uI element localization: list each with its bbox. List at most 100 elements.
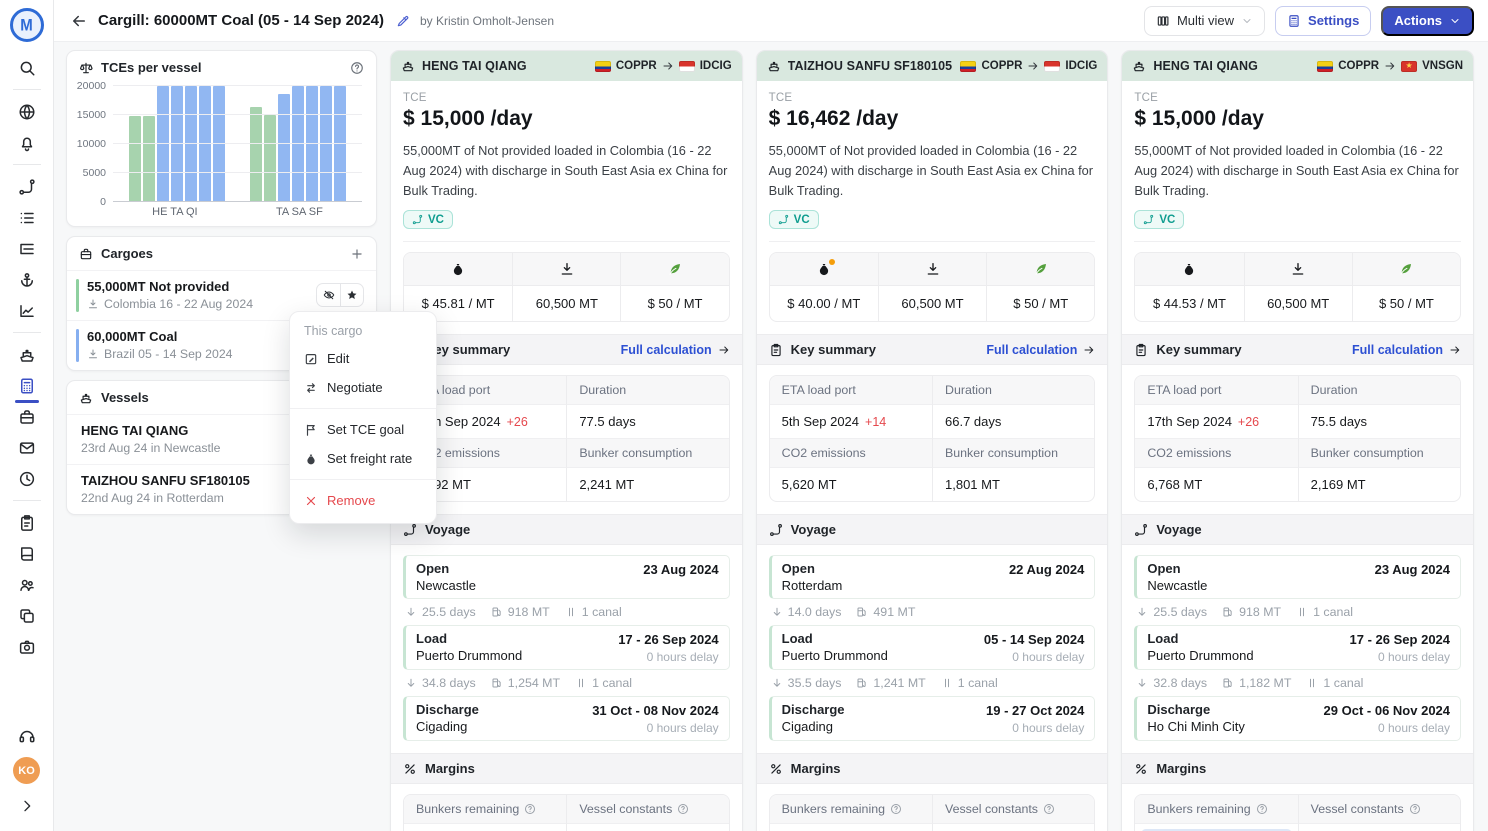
load-icon xyxy=(87,348,99,360)
help-icon[interactable] xyxy=(524,803,536,815)
freight-rate-icon xyxy=(450,261,466,277)
actions-button[interactable]: Actions xyxy=(1381,5,1474,36)
vessel-constants-label: Vessel constants xyxy=(932,795,1095,825)
bunkers-remaining-input[interactable]: 500 MT xyxy=(1135,824,1297,831)
vessel-name: HENG TAI QIANG xyxy=(1153,59,1258,73)
sidebar-item-globe[interactable] xyxy=(8,96,46,127)
expand-sidebar-button[interactable] xyxy=(8,790,46,821)
tce-chart-bars xyxy=(113,86,362,202)
eta-label: ETA load port xyxy=(769,376,932,406)
back-button[interactable] xyxy=(70,12,88,30)
voyage-list: Open Newcastle 23 Aug 2024 25.5 days 918 … xyxy=(391,545,742,753)
full-calculation-link[interactable]: Full calculation xyxy=(621,343,730,357)
stats-table: $ 45.81 / MT 60,500 MT $ 50 / MT xyxy=(403,252,730,323)
help-icon[interactable] xyxy=(1043,803,1055,815)
duration-label: Duration xyxy=(932,376,1095,406)
full-calculation-link[interactable]: Full calculation xyxy=(986,343,1095,357)
vessel-constants-input[interactable]: 500 MT xyxy=(1297,824,1460,831)
cargo-accent xyxy=(76,329,79,362)
sidebar-item-history[interactable] xyxy=(8,463,46,494)
support-button[interactable] xyxy=(8,720,46,751)
hide-cargo-button[interactable] xyxy=(317,284,340,306)
voyage-stop: Open Rotterdam 22 Aug 2024 xyxy=(768,555,1096,600)
voyage-stop: Load Puerto Drummond 17 - 26 Sep 2024 0 ho… xyxy=(403,625,730,671)
route-icon xyxy=(412,214,423,225)
vessel-name: TAIZHOU SANFU SF180105 xyxy=(81,473,250,488)
sidebar-item-notifications[interactable] xyxy=(8,127,46,158)
sidebar-item-projects[interactable] xyxy=(8,233,46,264)
emissions-icon xyxy=(1398,261,1414,277)
fuel-icon xyxy=(491,677,503,689)
indonesia-flag-icon xyxy=(1044,60,1061,72)
rail-divider xyxy=(12,332,41,333)
sidebar-item-list[interactable] xyxy=(8,202,46,233)
contract-type-badge: VC xyxy=(403,210,453,230)
menu-divider xyxy=(290,479,436,480)
help-icon[interactable] xyxy=(890,803,902,815)
stats-table: $ 44.53 / MT 60,500 MT $ 50 / MT xyxy=(1134,252,1462,323)
arrow-right-icon xyxy=(1027,60,1039,72)
settings-button[interactable]: Settings xyxy=(1275,5,1372,36)
sidebar-item-fleet[interactable] xyxy=(8,339,46,370)
sidebar-item-calculator[interactable] xyxy=(8,370,46,403)
tce-chart-plot: 0 5000 10000 15000 20000 xyxy=(77,80,362,208)
voyage-stop: Open Newcastle 23 Aug 2024 xyxy=(1134,555,1462,600)
help-icon[interactable] xyxy=(1256,803,1268,815)
chart-bar xyxy=(157,86,170,202)
vessel-constants-input[interactable]: 500 MT xyxy=(566,824,728,831)
edit-title-icon[interactable] xyxy=(396,14,410,28)
sidebar-item-ports[interactable] xyxy=(8,264,46,295)
sidebar-item-search[interactable] xyxy=(8,52,46,83)
clipboard-icon xyxy=(1134,343,1148,357)
sidebar-item-routes[interactable] xyxy=(8,171,46,202)
sidebar-item-docs[interactable] xyxy=(8,538,46,569)
arrow-down-icon xyxy=(1136,606,1148,618)
ship-icon xyxy=(767,59,781,73)
sidebar-item-team[interactable] xyxy=(8,569,46,600)
sidebar-item-copies[interactable] xyxy=(8,600,46,631)
menu-item-edit[interactable]: Edit xyxy=(290,344,436,373)
margins-table: Bunkers remaining Vessel constants 500 M… xyxy=(768,794,1096,831)
page-title: Cargill: 60000MT Coal (05 - 14 Sep 2024) xyxy=(98,12,384,29)
sidebar-item-snapshots[interactable] xyxy=(8,631,46,662)
margins-header: Margins xyxy=(1122,753,1474,785)
sidebar-item-cargoes[interactable] xyxy=(8,401,46,432)
bunkers-remaining-input[interactable]: 500 MT xyxy=(770,824,932,831)
bunkers-remaining-input[interactable]: 500 MT xyxy=(404,824,566,831)
menu-item-set-freight-rate[interactable]: Set freight rate xyxy=(290,444,436,473)
edit-icon xyxy=(304,352,318,366)
vessel-constants-input[interactable]: 500 MT xyxy=(932,824,1094,831)
menu-item-remove[interactable]: Remove xyxy=(290,486,436,515)
key-summary-header: Key summary Full calculation xyxy=(391,334,742,366)
chart-bar xyxy=(277,94,290,202)
route-icon xyxy=(778,214,789,225)
user-avatar[interactable]: KO xyxy=(13,757,40,784)
menu-item-set-tce-goal[interactable]: Set TCE goal xyxy=(290,415,436,444)
cargo-list-item[interactable]: 55,000MT Not provided Colombia 16 - 22 A… xyxy=(67,270,376,320)
vessel-list-item[interactable]: HENG TAI QIANG 23rd Aug 24 in Newcastle xyxy=(67,414,376,464)
voyage-list: Open Newcastle 23 Aug 2024 25.5 days 918 … xyxy=(1122,545,1473,753)
canal-icon xyxy=(1296,606,1308,618)
sidebar-item-analytics[interactable] xyxy=(8,295,46,326)
help-icon[interactable] xyxy=(350,61,364,75)
co2-value: 6,768 MT xyxy=(1147,477,1203,493)
voyage-header: Voyage xyxy=(756,514,1108,546)
full-calculation-link[interactable]: Full calculation xyxy=(1352,343,1461,357)
divider xyxy=(768,241,1096,243)
favorite-cargo-button[interactable] xyxy=(340,284,363,306)
emissions-icon xyxy=(1033,261,1049,277)
add-cargo-button[interactable] xyxy=(350,247,364,261)
voyage-leg: 32.8 days 1,182 MT 1 canal xyxy=(1134,670,1461,696)
help-icon[interactable] xyxy=(677,803,689,815)
sidebar-item-tasks[interactable] xyxy=(8,507,46,538)
cargo-list-item[interactable]: 60,000MT Coal Brazil 05 - 14 Sep 2024 xyxy=(67,320,376,370)
duration-value: 77.5 days xyxy=(566,405,729,440)
app-logo: M xyxy=(9,8,44,42)
cargo-description: 55,000MT of Not provided loaded in Colom… xyxy=(403,143,728,198)
menu-item-negotiate[interactable]: Negotiate xyxy=(290,373,436,402)
multi-view-select[interactable]: Multi view xyxy=(1143,5,1266,36)
help-icon[interactable] xyxy=(1409,803,1421,815)
emissions-price-value: $ 50 / MT xyxy=(986,286,1094,322)
sidebar-item-mail[interactable] xyxy=(8,432,46,463)
route-from: COPPR xyxy=(1338,60,1380,72)
